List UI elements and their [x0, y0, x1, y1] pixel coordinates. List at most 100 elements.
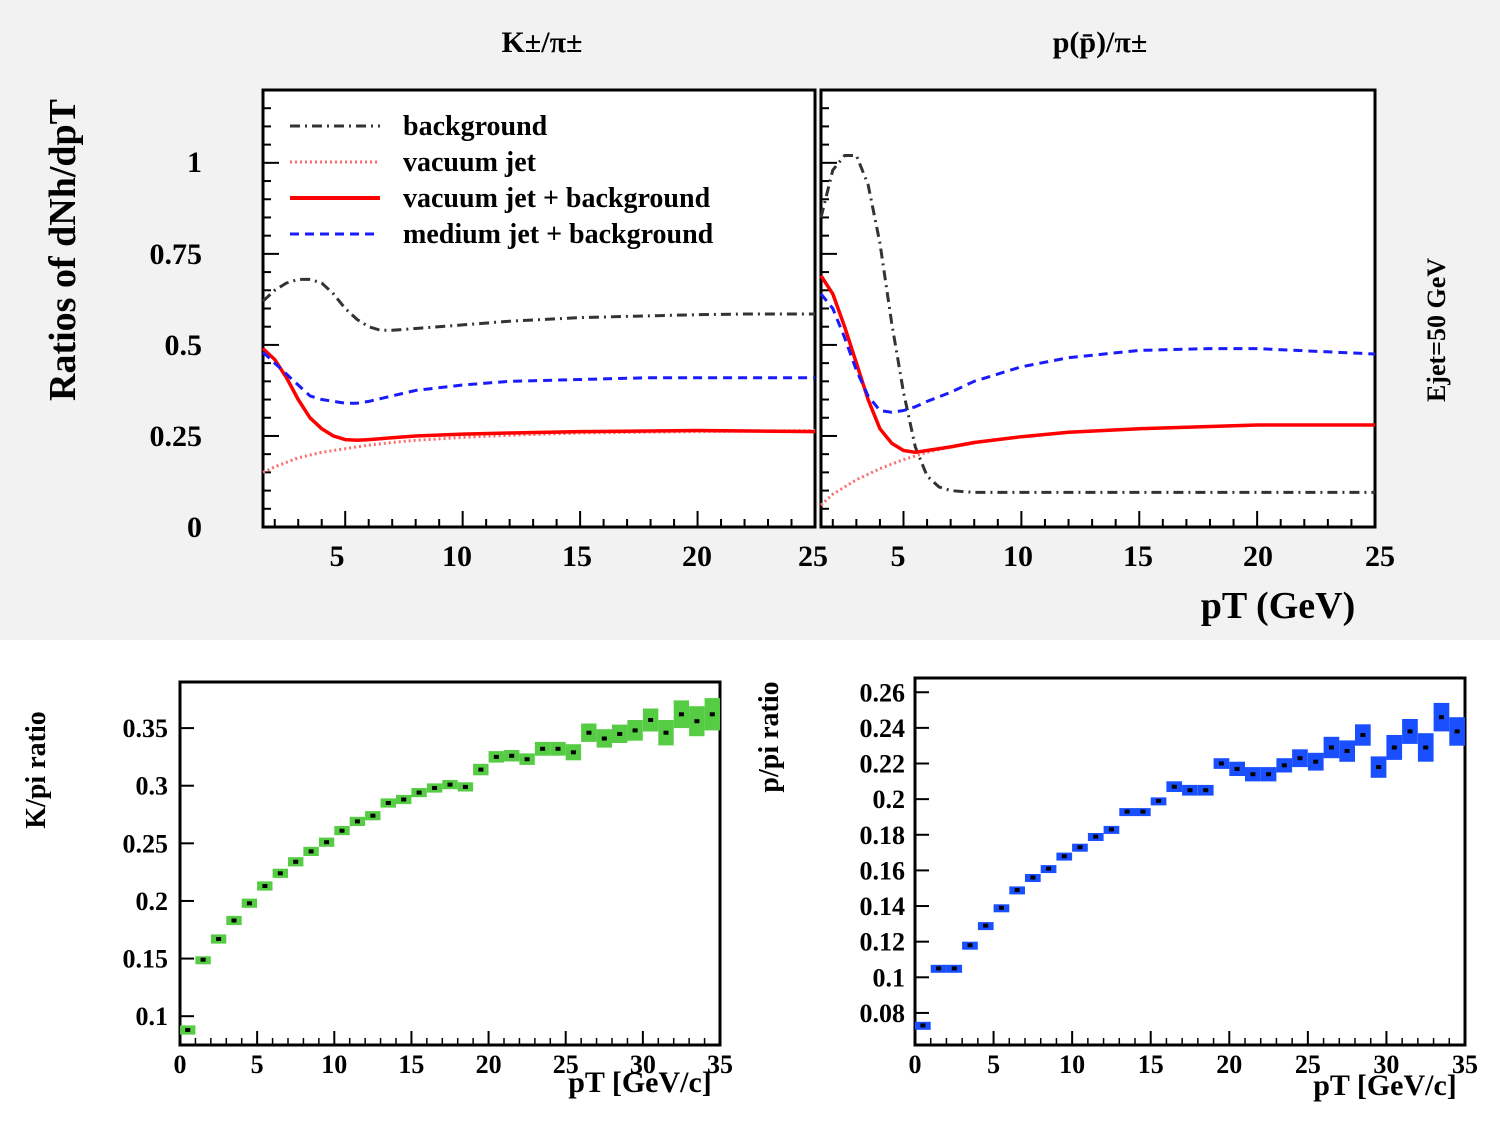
x-tick-label: 10 — [1003, 540, 1033, 573]
bottom-right-ylabel: p/pi ratio — [754, 681, 785, 792]
data-point-marker — [262, 884, 268, 888]
top-left-title: K±/π± — [501, 26, 582, 59]
data-point-marker — [185, 1028, 191, 1032]
x-tick-label: 20 — [682, 540, 712, 573]
data-point-marker — [432, 786, 438, 790]
curve-background-panel-1 — [261, 277, 815, 332]
y-tick-label: 0.25 — [123, 829, 169, 858]
y-tick-label: 0.75 — [150, 238, 203, 271]
legend-label-vacuum-jet: vacuum jet — [403, 147, 537, 178]
data-point-marker — [462, 784, 468, 789]
data-point-marker — [663, 730, 669, 735]
y-tick-label: 0 — [187, 511, 202, 544]
data-point-marker — [1391, 745, 1397, 750]
data-point-marker — [648, 718, 654, 722]
data-point-marker — [354, 819, 360, 824]
top-right-x-ticks: 5 10 15 20 25 — [891, 540, 1396, 573]
top-left-y-ticks: 0 0.25 0.5 0.75 1 — [150, 146, 203, 544]
data-point-marker — [1360, 733, 1366, 737]
top-side-label: Ejet=50 GeV — [1422, 258, 1451, 402]
data-point-marker — [339, 828, 345, 833]
bottom-left-xlabel: pT [GeV/c] — [568, 1066, 712, 1099]
x-tick-label: 25 — [798, 540, 828, 573]
x-tick-label: 15 — [1123, 540, 1153, 573]
curve-vacuum-jet-background-panel-2 — [819, 274, 1375, 455]
data-point-marker — [1234, 766, 1240, 771]
data-point-marker — [1046, 866, 1052, 871]
y-tick-label: 0.16 — [860, 856, 906, 885]
data-point-marker — [308, 849, 314, 854]
x-tick-label: 20 — [1243, 540, 1273, 573]
data-point-marker — [920, 1023, 926, 1028]
data-point-marker — [1266, 772, 1272, 777]
x-tick-label: 15 — [562, 540, 592, 573]
data-point-marker — [1061, 854, 1067, 859]
top-xlabel: pT (GeV) — [1201, 585, 1355, 627]
x-tick-label: 30 — [630, 1050, 656, 1079]
y-tick-label: 0.15 — [123, 945, 169, 974]
legend-label-background: background — [403, 111, 548, 142]
data-point-marker — [1328, 745, 1334, 750]
x-tick-label: 10 — [321, 1050, 347, 1079]
data-point-marker — [601, 736, 607, 741]
y-tick-label: 0.25 — [150, 420, 203, 453]
data-point-marker — [1030, 875, 1036, 880]
data-point-marker — [200, 957, 206, 962]
x-tick-label: 25 — [553, 1050, 579, 1079]
data-point-marker — [617, 731, 623, 736]
curve-medium-jet-background-panel-1 — [261, 351, 815, 405]
top-right-frame — [819, 88, 1377, 529]
y-tick-label: 0.3 — [136, 772, 169, 801]
data-point-marker — [370, 813, 376, 818]
y-tick-label: 0.24 — [860, 714, 906, 743]
data-point-marker — [936, 966, 942, 971]
data-point-marker — [586, 730, 592, 735]
bottom-left-frame — [178, 680, 722, 1047]
curve-medium-jet-background-panel-2 — [819, 292, 1376, 414]
data-point-marker — [1140, 809, 1146, 814]
y-tick-label: 0.35 — [123, 714, 169, 743]
bottom-left-points — [180, 698, 720, 1035]
bottom-left-ticks: 0 5 10 15 20 25 30 35 0.1 0.15 0.2 0.25 0.3 0.35 — [123, 714, 734, 1079]
data-point-marker — [1108, 827, 1114, 832]
data-point-marker — [1203, 788, 1209, 793]
x-tick-label: 5 — [330, 540, 345, 573]
x-tick-label: 35 — [1452, 1050, 1478, 1079]
data-point-marker — [1014, 888, 1020, 892]
data-point-marker — [1250, 772, 1256, 777]
x-tick-label: 0 — [909, 1050, 922, 1079]
y-tick-label: 0.1 — [873, 963, 906, 992]
data-point-marker — [1156, 798, 1162, 803]
data-point-marker — [632, 728, 638, 733]
legend: background vacuum jet vacuum jet + backg… — [290, 111, 714, 250]
bottom-right-points — [915, 702, 1465, 1030]
data-point-marker — [293, 859, 299, 864]
data-point-marker — [1093, 834, 1099, 839]
data-point-marker — [401, 797, 407, 802]
x-tick-label: 5 — [251, 1050, 264, 1079]
data-point-marker — [1376, 765, 1382, 770]
x-tick-label: 5 — [987, 1050, 1000, 1079]
data-point-marker — [447, 782, 453, 787]
y-tick-label: 0.5 — [165, 329, 203, 362]
x-tick-label: 15 — [398, 1050, 424, 1079]
y-tick-label: 0.08 — [860, 999, 906, 1028]
data-point-marker — [1281, 763, 1287, 768]
y-tick-label: 0.1 — [136, 1002, 169, 1031]
y-tick-label: 0.2 — [136, 887, 169, 916]
y-tick-label: 0.22 — [860, 750, 906, 779]
curve-background-panel-2 — [819, 154, 1375, 494]
legend-label-vacuum-jet-background: vacuum jet + background — [403, 183, 711, 214]
y-tick-label: 0.26 — [860, 678, 906, 707]
x-tick-label: 5 — [891, 540, 906, 573]
x-tick-label: 30 — [1373, 1050, 1399, 1079]
data-point-marker — [983, 923, 989, 928]
data-point-marker — [555, 746, 561, 751]
data-point-marker — [570, 750, 576, 755]
x-tick-label: 0 — [174, 1050, 187, 1079]
data-point-marker — [277, 871, 283, 876]
y-tick-label: 0.14 — [860, 892, 906, 921]
data-point-marker — [385, 801, 391, 805]
data-point-marker — [509, 753, 515, 758]
